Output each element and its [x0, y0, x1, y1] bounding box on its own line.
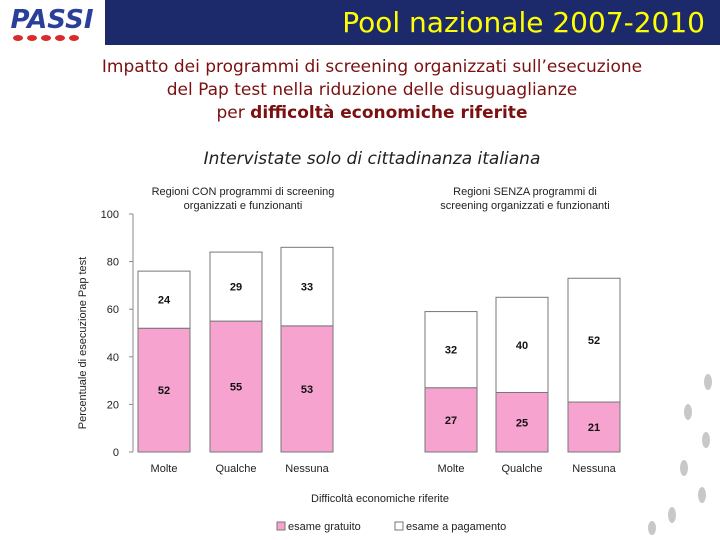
bar-segment: [424, 311, 478, 389]
subtitle-line: per difficoltà economiche riferite: [217, 103, 528, 123]
y-tick-label: 60: [107, 304, 119, 316]
y-tick-label: 40: [107, 352, 119, 364]
header-title: Pool nazionale 2007-2010: [342, 6, 705, 39]
note: Intervistate solo di cittadinanza italia…: [204, 149, 541, 169]
panel-title: screening organizzati e funzionanti: [440, 200, 609, 212]
x-tick-label: Molte: [438, 463, 465, 475]
logo-marks: [13, 35, 79, 41]
legend-swatch: [394, 521, 404, 531]
value-label: 32: [445, 345, 457, 357]
value-label: 53: [301, 384, 313, 396]
subtitle-line: Impatto dei programmi di screening organ…: [102, 57, 642, 77]
value-label: 21: [588, 422, 600, 434]
logo: PASSI: [11, 5, 94, 35]
x-tick-label: Qualche: [502, 463, 543, 475]
value-label: 55: [230, 382, 242, 394]
y-tick-label: 100: [101, 209, 119, 221]
subtitle-bold: difficoltà economiche riferite: [250, 103, 527, 123]
bar-segment: [567, 277, 621, 403]
x-tick-label: Molte: [151, 463, 178, 475]
value-label: 40: [516, 340, 528, 352]
bar-segment: [424, 387, 478, 453]
bar-segment: [495, 392, 549, 453]
panel-title: Regioni CON programmi di screening: [152, 186, 335, 198]
bar-segment: [137, 270, 191, 329]
panel-title: Regioni SENZA programmi di: [453, 186, 597, 198]
header-bar: [105, 0, 720, 45]
y-axis-label: Percentuale di esecuzione Pap test: [77, 257, 89, 429]
bar-segment: [280, 325, 334, 453]
value-label: 24: [158, 295, 171, 307]
bar-segment: [209, 320, 263, 453]
subtitle-line: del Pap test nella riduzione delle disug…: [167, 80, 578, 100]
x-tick-label: Nessuna: [285, 463, 329, 475]
bar-segment: [567, 401, 621, 453]
value-label: 25: [516, 417, 528, 429]
panel-title: organizzati e funzionanti: [184, 200, 303, 212]
legend-label: esame gratuito: [288, 521, 361, 533]
x-tick-label: Nessuna: [572, 463, 616, 475]
y-tick-label: 20: [107, 399, 119, 411]
legend-label: esame a pagamento: [406, 521, 506, 533]
y-tick-label: 80: [107, 257, 119, 269]
value-label: 29: [230, 282, 242, 294]
bar-segment: [495, 296, 549, 393]
legend-swatch: [276, 521, 286, 531]
y-tick-label: 0: [113, 447, 119, 459]
value-label: 52: [588, 335, 600, 347]
value-label: 33: [301, 282, 313, 294]
x-axis-label: Difficoltà economiche riferite: [311, 493, 449, 505]
footprints: [648, 374, 712, 535]
value-label: 52: [158, 385, 170, 397]
bar-segment: [209, 251, 263, 322]
x-tick-label: Qualche: [216, 463, 257, 475]
bar-segment: [280, 246, 334, 327]
value-label: 27: [445, 415, 457, 427]
subtitle-prefix: per: [217, 103, 245, 123]
